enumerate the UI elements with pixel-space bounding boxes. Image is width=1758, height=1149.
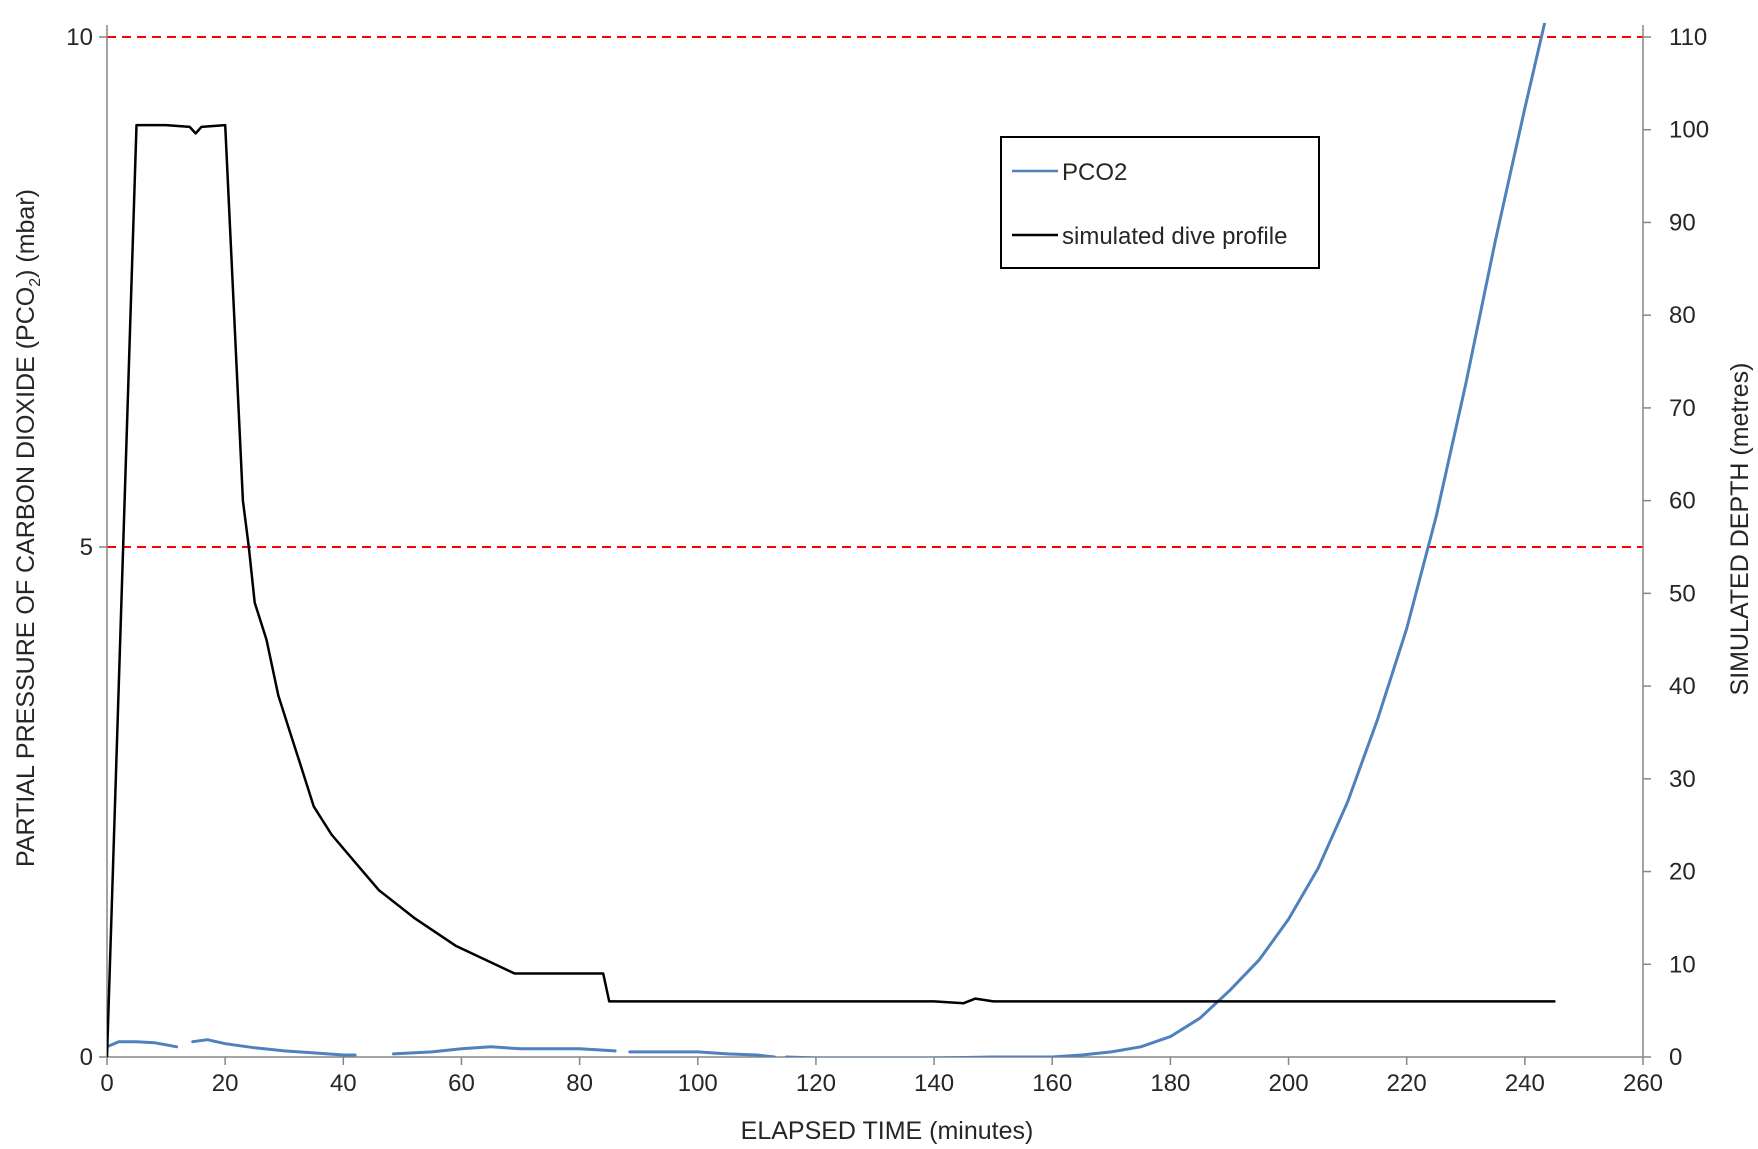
- x-tick-label: 240: [1505, 1070, 1545, 1097]
- y2-tick-label: 20: [1669, 859, 1696, 886]
- y2-tick-label: 30: [1669, 766, 1696, 793]
- y2-ticks: 0 10 20 30 40 50 60 70 80 90 100 110: [1643, 24, 1709, 1071]
- y-axis-title-subscript: 2: [27, 278, 44, 287]
- y-axis-title-tail: ) (mbar): [12, 189, 40, 278]
- y2-tick-label: 60: [1669, 488, 1696, 515]
- y2-tick-label: 80: [1669, 302, 1696, 329]
- x-tick-label: 160: [1032, 1070, 1072, 1097]
- y2-tick-label: 70: [1669, 395, 1696, 422]
- y-axis-title: PARTIAL PRESSURE OF CARBON DIOXIDE (PCO2…: [12, 189, 44, 867]
- series-line-simulated-dive-profile: [107, 123, 1556, 1057]
- x-tick-label: 220: [1387, 1070, 1427, 1097]
- x-tick-label: 80: [566, 1070, 593, 1097]
- series-line-pco2-segment-1: [107, 1040, 179, 1049]
- y2-tick-label: 100: [1669, 117, 1709, 144]
- x-ticks: 0 20 40 60 80 100 120 140 160 180 200 220 240 260: [100, 1057, 1663, 1097]
- series-line-pco2-segment-5: [784, 23, 1547, 1057]
- y2-tick-label: 10: [1669, 951, 1696, 978]
- x-tick-label: 200: [1269, 1070, 1309, 1097]
- x-tick-label: 180: [1150, 1070, 1190, 1097]
- x-tick-label: 260: [1623, 1070, 1663, 1097]
- series-layer: [107, 23, 1556, 1057]
- x-tick-label: 20: [212, 1070, 239, 1097]
- y-tick-label: 0: [80, 1044, 93, 1071]
- legend-label-pco2: PCO2: [1062, 159, 1127, 186]
- y-tick-label: 10: [66, 24, 93, 51]
- y2-tick-label: 50: [1669, 580, 1696, 607]
- x-tick-label: 0: [100, 1070, 113, 1097]
- y2-tick-label: 90: [1669, 209, 1696, 236]
- x-tick-label: 40: [330, 1070, 357, 1097]
- x-axis-title: ELAPSED TIME (minutes): [741, 1117, 1034, 1145]
- series-line-pco2-segment-3: [392, 1045, 617, 1056]
- y2-axis-title: SIMULATED DEPTH (metres): [1726, 363, 1754, 696]
- y2-tick-label: 110: [1669, 24, 1707, 51]
- series-line-pco2-segment-2: [191, 1038, 357, 1057]
- y-ticks: 0 5 10: [66, 24, 107, 1071]
- x-tick-label: 120: [796, 1070, 836, 1097]
- x-tick-label: 60: [448, 1070, 475, 1097]
- axes: [106, 25, 1644, 1058]
- legend-box: [1000, 136, 1320, 269]
- reference-lines: [107, 36, 1643, 548]
- y2-tick-label: 40: [1669, 673, 1696, 700]
- legend-label-dive-profile: simulated dive profile: [1062, 223, 1287, 250]
- x-tick-label: 100: [678, 1070, 718, 1097]
- x-tick-label: 140: [914, 1070, 954, 1097]
- y2-tick-label: 0: [1669, 1044, 1682, 1071]
- y-axis-title-main: PARTIAL PRESSURE OF CARBON DIOXIDE (PCO: [12, 287, 40, 867]
- legend: PCO2 simulated dive profile: [1000, 136, 1320, 269]
- series-line-pco2-segment-4: [628, 1050, 777, 1057]
- y-tick-label: 5: [80, 534, 93, 561]
